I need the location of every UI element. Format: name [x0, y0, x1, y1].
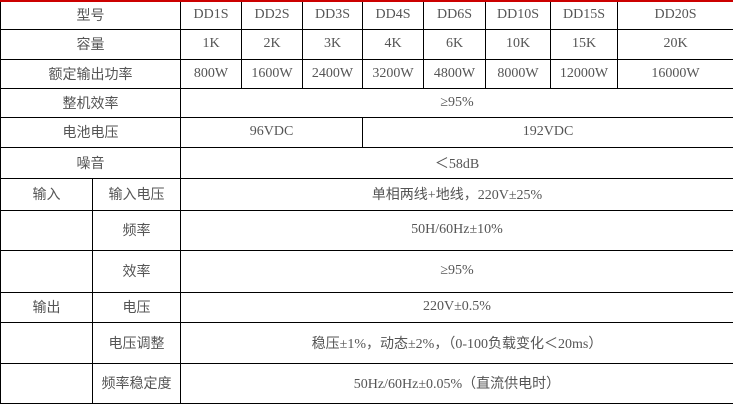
row-label-battery-voltage: 电池电压	[0, 116, 181, 148]
empty-cell	[0, 321, 93, 364]
power-cell: 1600W	[241, 58, 303, 89]
power-cell: 16000W	[617, 58, 733, 89]
group-label-output: 输出	[0, 291, 93, 323]
row-label-rated-output-power: 额定输出功率	[0, 58, 181, 89]
capacity-cell: 20K	[617, 28, 733, 60]
power-cell: 12000W	[550, 58, 618, 89]
capacity-cell: 2K	[241, 28, 303, 60]
battery-voltage-cell: 96VDC	[180, 116, 363, 148]
model-cell: DD2S	[241, 0, 303, 30]
model-cell: DD6S	[423, 0, 486, 30]
capacity-cell: 1K	[180, 28, 242, 60]
row-model: 型号 DD1S DD2S DD3S DD4S DD6S DD10S DD15S …	[0, 0, 733, 30]
capacity-cell: 4K	[362, 28, 424, 60]
row-machine-efficiency: 整机效率 ≥95%	[0, 87, 733, 118]
row-input-voltage: 输入 输入电压 单相两线+地线，220V±25%	[0, 177, 733, 211]
power-cell: 8000W	[485, 58, 551, 89]
power-cell: 800W	[180, 58, 242, 89]
row-label-noise: 噪音	[0, 146, 181, 179]
capacity-cell: 10K	[485, 28, 551, 60]
capacity-cell: 6K	[423, 28, 486, 60]
row-output-voltage: 输出 电压 220V±0.5%	[0, 291, 733, 323]
model-cell: DD10S	[485, 0, 551, 30]
machine-efficiency-value: ≥95%	[180, 87, 733, 118]
row-frequency-stability: 频率稳定度 50Hz/60Hz±0.05%（直流供电时）	[0, 362, 733, 404]
row-capacity: 容量 1K 2K 3K 4K 6K 10K 15K 20K	[0, 28, 733, 60]
noise-value: ＜58dB	[180, 146, 733, 179]
row-label-capacity: 容量	[0, 28, 181, 60]
input-efficiency-value: ≥95%	[180, 249, 733, 293]
power-cell: 2400W	[302, 58, 363, 89]
input-frequency-value: 50H/60Hz±10%	[180, 209, 733, 251]
group-label-input: 输入	[0, 177, 93, 211]
row-input-efficiency: 效率 ≥95%	[0, 249, 733, 293]
row-noise: 噪音 ＜58dB	[0, 146, 733, 179]
row-input-frequency: 频率 50H/60Hz±10%	[0, 209, 733, 251]
model-cell: DD3S	[302, 0, 363, 30]
row-label-model: 型号	[0, 0, 181, 30]
row-label-input-efficiency: 效率	[92, 249, 181, 293]
input-voltage-value: 单相两线+地线，220V±25%	[180, 177, 733, 211]
row-label-input-voltage: 输入电压	[92, 177, 181, 211]
power-cell: 3200W	[362, 58, 424, 89]
row-label-machine-efficiency: 整机效率	[0, 87, 181, 118]
row-voltage-regulation: 电压调整 稳压±1%，动态±2%，（0-100负载变化＜20ms）	[0, 321, 733, 364]
model-cell: DD20S	[617, 0, 733, 30]
empty-cell	[0, 362, 93, 404]
model-cell: DD4S	[362, 0, 424, 30]
row-rated-output-power: 额定输出功率 800W 1600W 2400W 3200W 4800W 8000…	[0, 58, 733, 89]
empty-cell	[0, 249, 93, 293]
capacity-cell: 3K	[302, 28, 363, 60]
row-label-voltage-regulation: 电压调整	[92, 321, 181, 364]
frequency-stability-value: 50Hz/60Hz±0.05%（直流供电时）	[180, 362, 733, 404]
voltage-regulation-value: 稳压±1%，动态±2%，（0-100负载变化＜20ms）	[180, 321, 733, 364]
empty-cell	[0, 209, 93, 251]
model-cell: DD1S	[180, 0, 242, 30]
row-label-input-frequency: 频率	[92, 209, 181, 251]
power-cell: 4800W	[423, 58, 486, 89]
row-label-output-voltage: 电压	[92, 291, 181, 323]
model-cell: DD15S	[550, 0, 618, 30]
output-voltage-value: 220V±0.5%	[180, 291, 733, 323]
capacity-cell: 15K	[550, 28, 618, 60]
battery-voltage-cell: 192VDC	[362, 116, 733, 148]
row-battery-voltage: 电池电压 96VDC 192VDC	[0, 116, 733, 148]
row-label-frequency-stability: 频率稳定度	[92, 362, 181, 404]
